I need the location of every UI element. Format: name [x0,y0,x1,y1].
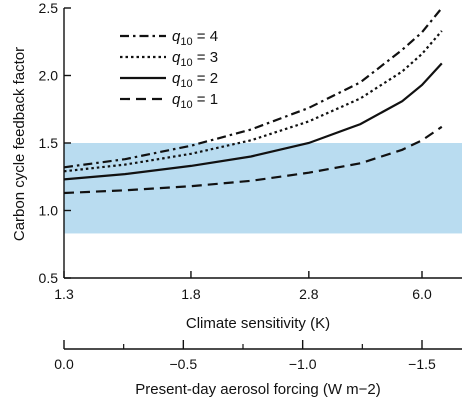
legend-q: q [172,49,181,66]
series-line-4 [64,125,443,195]
series-line-1 [64,8,443,169]
series-line-2 [64,30,443,173]
legend-subscript: 10 [180,36,192,48]
series-layer [64,8,443,195]
band-layer [64,143,462,234]
legend-value: = 4 [193,28,218,45]
y-axis-label: Carbon cycle feedback factor [11,47,28,241]
shaded-band [64,143,462,234]
legend-q: q [172,91,181,108]
x-axis-label: Climate sensitivity (K) [186,315,330,332]
y-tick-label: 2.5 [39,0,59,16]
secondary-x-tick-label: 0.0 [54,356,74,372]
legend-value: = 1 [193,91,218,108]
y-tick-label: 0.5 [39,270,59,286]
legend-q: q [172,70,181,87]
legend-label-1: q10 = 4 [172,28,218,48]
legend-label-2: q10 = 3 [172,49,218,69]
x-tick-label: 2.8 [299,286,319,302]
legend-subscript: 10 [180,78,192,90]
x-tick-label: 1.3 [54,286,74,302]
y-tick-label: 2.0 [39,68,59,84]
legend-subscript: 10 [180,99,192,111]
secondary-x-tick-label: −1.5 [408,356,436,372]
secondary-x-axis-label: Present-day aerosol forcing (W m−2) [135,381,381,398]
legend-value: = 3 [193,49,218,66]
x-tick-label: 6.0 [412,286,432,302]
legend-q: q [172,28,181,45]
secondary-x-tick-label: −1.0 [289,356,317,372]
legend-subscript: 10 [180,57,192,69]
legend-value: = 2 [193,70,218,87]
legend-label-4: q10 = 1 [172,91,218,111]
x-tick-label: 1.8 [181,286,201,302]
y-tick-label: 1.5 [39,135,59,151]
axes-layer: 0.5 1.0 1.5 2.0 2.5 1.3 1.8 2.8 6.0 0.0 −0.5 −1.0 −1… [39,0,462,372]
legend-label-3: q10 = 2 [172,70,218,90]
series-line-3 [64,62,443,181]
y-tick-label: 1.0 [39,203,59,219]
secondary-x-tick-label: −0.5 [170,356,198,372]
